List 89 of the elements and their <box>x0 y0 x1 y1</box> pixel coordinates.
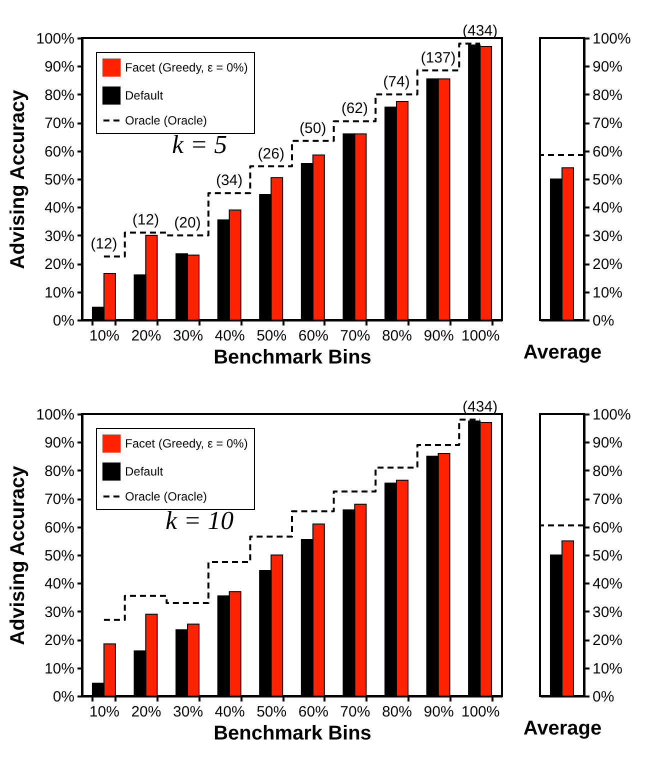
y-tick-label: 80% <box>592 462 623 480</box>
y-tick-label: 20% <box>592 256 623 274</box>
y-tick-label: 20% <box>44 632 74 650</box>
y-tick-label: 30% <box>44 604 74 621</box>
y-tick-label: 10% <box>44 660 74 678</box>
y-tick-label: 70% <box>592 115 623 132</box>
y-tick-label: 40% <box>592 576 623 593</box>
legend-label: Facet (Greedy, ε = 0%) <box>125 436 248 450</box>
x-tick-label: 70% <box>340 704 370 720</box>
y-tick-label: 0% <box>52 312 74 330</box>
annotation: (434) <box>462 398 498 416</box>
y-tick-label: 60% <box>44 519 74 536</box>
y-tick-label: 40% <box>44 200 74 217</box>
y-tick-label: 0% <box>592 688 614 706</box>
y-tick-label: 90% <box>592 434 623 452</box>
x-tick-label: 10% <box>89 328 120 344</box>
legend-label: Oracle (Oracle) <box>125 114 208 128</box>
x-tick-label: 60% <box>298 704 328 720</box>
x-tick-label: 90% <box>424 328 454 344</box>
x-tick-label: 30% <box>173 328 204 344</box>
x-tick-label: 20% <box>131 328 162 344</box>
y-tick-label: 60% <box>44 143 74 160</box>
y-tick-label: 50% <box>44 548 74 564</box>
x-tick-label: 80% <box>382 328 412 344</box>
y-tick-label: 80% <box>44 462 74 480</box>
y-axis-title: Advising Accuracy <box>7 88 30 270</box>
annotation: (62) <box>341 100 368 118</box>
y-tick-label: 100% <box>592 406 631 424</box>
y-tick-label: 80% <box>44 86 74 104</box>
annotation: k = 10 <box>166 506 234 536</box>
annotation: (26) <box>258 145 284 162</box>
y-tick-label: 50% <box>592 172 623 188</box>
x-tick-label: 30% <box>173 704 204 720</box>
y-tick-label: 0% <box>52 688 74 706</box>
x-tick-label: 10% <box>89 704 120 720</box>
x-tick-label: 100% <box>461 328 500 344</box>
x-axis-title: Benchmark Bins <box>214 346 372 368</box>
y-tick-label: 20% <box>44 256 74 274</box>
y-tick-label: 60% <box>592 519 623 536</box>
x-axis-title: Average <box>523 342 602 364</box>
annotation: (74) <box>383 73 410 90</box>
x-tick-label: 20% <box>131 704 162 720</box>
annotation: (50) <box>300 120 326 137</box>
y-tick-label: 60% <box>592 143 623 160</box>
y-tick-label: 30% <box>592 604 623 621</box>
y-tick-label: 50% <box>44 172 74 188</box>
legend-label: Default <box>125 464 164 478</box>
y-tick-label: 0% <box>592 312 614 330</box>
y-tick-label: 100% <box>592 30 631 48</box>
x-tick-label: 100% <box>461 704 500 720</box>
x-tick-label: 50% <box>256 328 287 344</box>
x-axis-title: Average <box>523 718 602 740</box>
y-tick-label: 10% <box>44 284 74 302</box>
x-tick-label: 70% <box>340 328 370 344</box>
y-tick-label: 70% <box>44 491 74 508</box>
legend-label: Default <box>125 88 164 102</box>
annotation: (20) <box>174 214 201 232</box>
annotation: (434) <box>462 22 498 40</box>
x-tick-label: 60% <box>298 328 328 344</box>
y-tick-label: 40% <box>592 200 623 217</box>
y-tick-label: 10% <box>592 660 623 678</box>
x-axis-title: Benchmark Bins <box>214 722 372 744</box>
y-tick-label: 80% <box>592 86 623 104</box>
y-tick-label: 30% <box>44 228 74 245</box>
y-tick-label: 90% <box>592 58 623 76</box>
y-tick-label: 20% <box>592 632 623 650</box>
annotation: k = 5 <box>172 130 228 160</box>
annotation: (12) <box>90 236 118 253</box>
y-tick-label: 90% <box>44 58 74 76</box>
y-tick-label: 90% <box>44 434 74 452</box>
y-tick-label: 10% <box>592 284 623 302</box>
y-tick-label: 30% <box>592 228 623 245</box>
y-tick-label: 70% <box>44 115 74 132</box>
y-tick-label: 70% <box>592 491 623 508</box>
annotation: (34) <box>216 172 243 190</box>
annotation: (137) <box>420 49 456 66</box>
y-tick-label: 100% <box>36 406 74 424</box>
y-tick-label: 100% <box>36 30 74 48</box>
y-tick-label: 40% <box>44 576 74 593</box>
x-tick-label: 40% <box>214 328 245 344</box>
annotation: (12) <box>132 212 160 229</box>
x-tick-label: 80% <box>382 704 412 720</box>
legend-label: Oracle (Oracle) <box>125 490 208 504</box>
legend-label: Facet (Greedy, ε = 0%) <box>125 60 248 74</box>
y-axis-title: Advising Accuracy <box>7 464 30 646</box>
x-tick-label: 50% <box>256 704 287 720</box>
y-tick-label: 50% <box>592 548 623 564</box>
x-tick-label: 90% <box>424 704 454 720</box>
x-tick-label: 40% <box>214 704 245 720</box>
